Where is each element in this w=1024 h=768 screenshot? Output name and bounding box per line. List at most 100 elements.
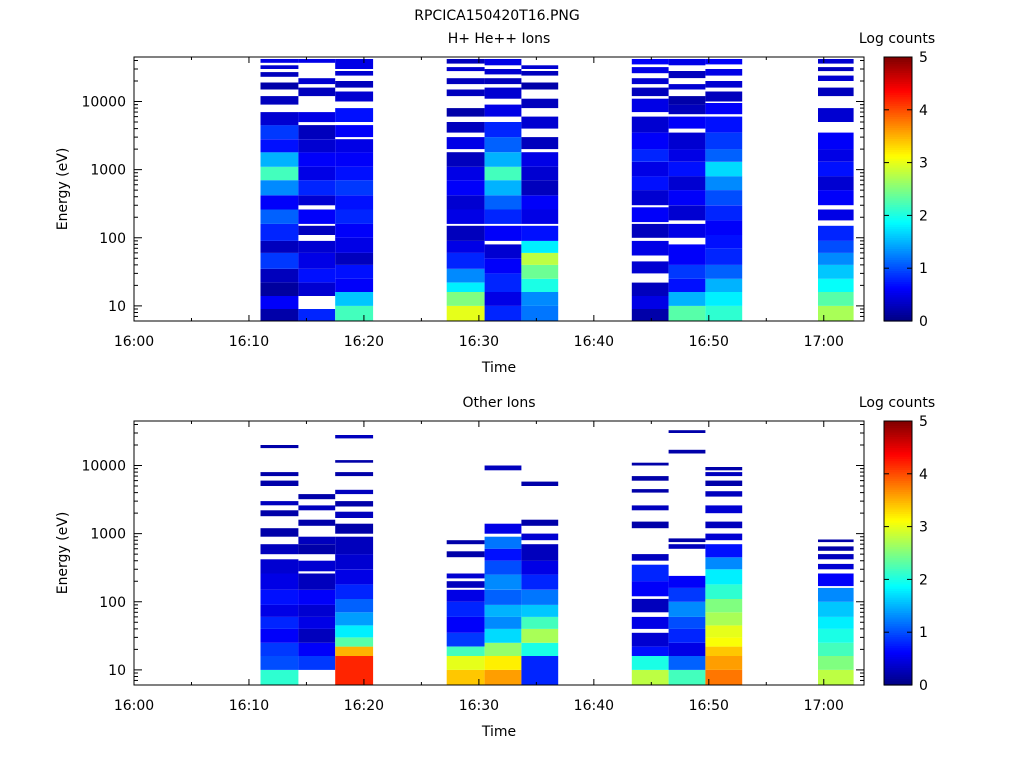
- heatmap-cell: [335, 152, 374, 167]
- colorbar-segment: [884, 296, 912, 300]
- heatmap-cell: [818, 546, 854, 551]
- heatmap-cell: [818, 554, 854, 560]
- heatmap-cell: [631, 87, 669, 97]
- colorbar-segment: [884, 274, 912, 278]
- heatmap-cell: [335, 637, 374, 647]
- heatmap-cell: [484, 560, 522, 575]
- heatmap-cell: [818, 87, 854, 97]
- heatmap-cell: [335, 108, 374, 122]
- heatmap-cell: [631, 176, 669, 191]
- heatmap-cell: [298, 180, 336, 196]
- colorbar-segment: [884, 217, 912, 221]
- heatmap-cell: [260, 642, 299, 656]
- heatmap-cell: [335, 305, 374, 321]
- heatmap-cell: [484, 589, 522, 605]
- colorbar-segment: [884, 250, 912, 254]
- heatmap-cell: [668, 278, 706, 292]
- heatmap-cell: [818, 176, 854, 191]
- heatmap-cell: [298, 268, 336, 283]
- colorbar-segment: [884, 612, 912, 616]
- colorbar-segment: [884, 493, 912, 497]
- heatmap-cell: [818, 628, 854, 643]
- heatmap-cell: [260, 628, 299, 643]
- heatmap-cell: [446, 551, 485, 558]
- heatmap-cell: [631, 598, 669, 613]
- heatmap-cell: [484, 305, 522, 321]
- colorbar-segment: [884, 586, 912, 589]
- heatmap-cell: [446, 67, 485, 72]
- heatmap-cell: [521, 628, 559, 643]
- heatmap-cell: [668, 669, 706, 685]
- heatmap-cell: [631, 261, 669, 274]
- heatmap-cell: [668, 642, 706, 656]
- heatmap-cell: [668, 116, 706, 129]
- heatmap-cell: [335, 81, 374, 88]
- colorbar-segment: [884, 627, 912, 631]
- x-axis-label: Time: [481, 724, 516, 740]
- colorbar-segment: [884, 616, 912, 620]
- heatmap-cell: [484, 244, 522, 259]
- colorbar-segment: [884, 131, 912, 135]
- colorbar-segment: [884, 456, 912, 459]
- heatmap-cell: [631, 581, 669, 597]
- heatmap-cell: [335, 646, 374, 656]
- x-tick-label: 16:40: [574, 334, 614, 350]
- colorbar-frame: [883, 56, 913, 322]
- heatmap-cell: [335, 656, 374, 685]
- colorbar-segment: [884, 151, 912, 155]
- colorbar-segment: [884, 484, 912, 488]
- colorbar-segment: [884, 482, 912, 486]
- heatmap-cell: [484, 166, 522, 181]
- heatmap-cell: [446, 108, 485, 117]
- colorbar-segment: [884, 427, 912, 431]
- colorbar-segment: [884, 663, 912, 666]
- heatmap-cell: [631, 616, 669, 629]
- colorbar-segment: [884, 597, 912, 600]
- heatmap-cell: [705, 472, 743, 477]
- heatmap-cell: [705, 521, 743, 529]
- heatmap-cell: [484, 616, 522, 629]
- heatmap-cell: [484, 604, 522, 617]
- heatmap-cell: [298, 544, 336, 555]
- heatmap-cell: [631, 161, 669, 177]
- colorbar-segment: [884, 292, 912, 296]
- colorbar-segment: [884, 669, 912, 673]
- heatmap-cell: [631, 554, 669, 561]
- heatmap-cell: [335, 264, 374, 279]
- heatmap-cell: [260, 445, 299, 449]
- heatmap-cell: [298, 112, 336, 123]
- colorbar-label: Log counts: [859, 395, 935, 411]
- heatmap-cell: [631, 462, 669, 466]
- colorbar-segment: [884, 632, 912, 635]
- colorbar-segment: [884, 667, 912, 671]
- heatmap-cell: [484, 87, 522, 99]
- colorbar-segment: [884, 469, 912, 473]
- heatmap-cell: [335, 195, 374, 210]
- heatmap-cell: [631, 78, 669, 85]
- heatmap-cell: [446, 152, 485, 167]
- colorbar-segment: [884, 487, 912, 490]
- colorbar-segment: [884, 429, 912, 433]
- colorbar-segment: [884, 182, 912, 186]
- heatmap-cell: [260, 252, 299, 269]
- colorbar-segment: [884, 57, 912, 60]
- heatmap-cell: [446, 573, 485, 579]
- colorbar-segment: [884, 625, 912, 629]
- heatmap-cell: [668, 538, 706, 543]
- colorbar-segment: [884, 169, 912, 172]
- colorbar-segment: [884, 288, 912, 291]
- heatmap-cell: [484, 78, 522, 85]
- colorbar-segment: [884, 116, 912, 120]
- heatmap-cell: [484, 574, 522, 590]
- plot-frame: [133, 420, 865, 686]
- heatmap-cell: [668, 544, 706, 549]
- heatmap-cell: [446, 540, 485, 545]
- colorbar-segment: [884, 175, 912, 179]
- heatmap-cell: [298, 166, 336, 181]
- heatmap-cell: [631, 476, 669, 481]
- y-tick-label: 10: [108, 663, 126, 679]
- colorbar-segment: [884, 623, 912, 627]
- colorbar-segment: [884, 197, 912, 201]
- colorbar-segment: [884, 491, 912, 495]
- heatmap-cell: [335, 71, 374, 76]
